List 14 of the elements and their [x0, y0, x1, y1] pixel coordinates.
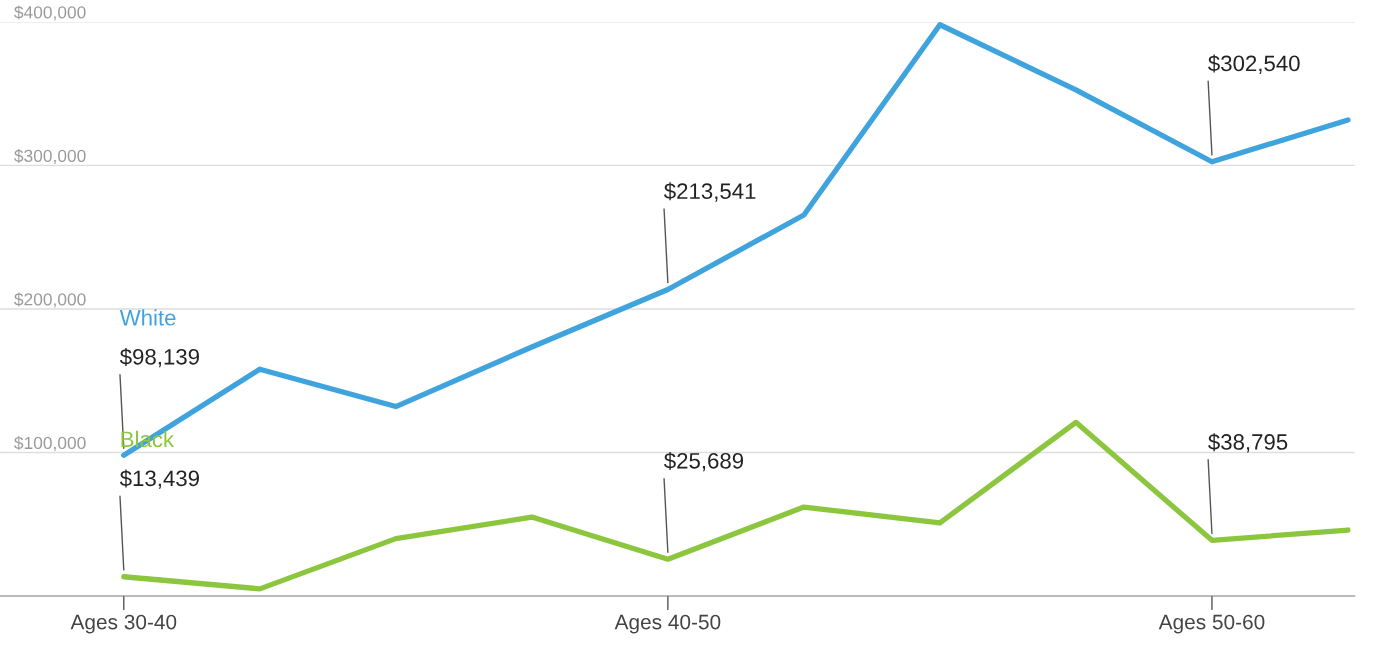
x-tick-label: Ages 50-60: [1158, 614, 1265, 634]
data-label: $213,541: [664, 182, 756, 202]
data-label: $13,439: [119, 469, 199, 489]
data-label: $98,139: [119, 347, 199, 368]
data-label: $38,795: [1208, 433, 1288, 453]
y-tick-label: $300,000: [14, 148, 86, 165]
y-tick-label: $400,000: [14, 5, 86, 21]
data-label: $25,689: [664, 451, 744, 472]
text: White: [119, 309, 176, 326]
x-tick-label: Ages 40-50: [614, 614, 721, 634]
data-label: $302,540: [1208, 54, 1300, 74]
x-tick-label: Ages 30-40: [70, 614, 177, 634]
y-tick-label: $200,000: [14, 292, 86, 308]
y-tick-label: $100,000: [14, 436, 86, 452]
